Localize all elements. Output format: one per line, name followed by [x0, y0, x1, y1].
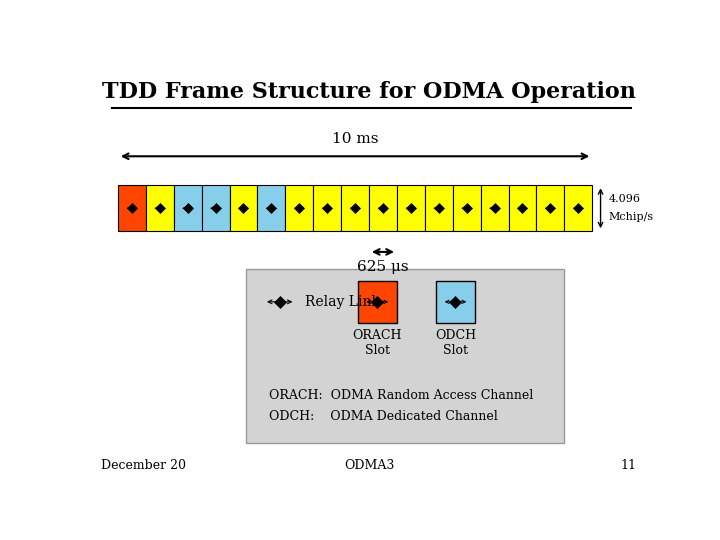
Text: December 20: December 20	[101, 460, 186, 472]
Bar	[285, 185, 313, 231]
Bar	[481, 185, 508, 231]
Text: ORACH:  ODMA Random Access Channel: ORACH: ODMA Random Access Channel	[269, 389, 533, 402]
Text: 625 μs: 625 μs	[357, 260, 409, 274]
Bar	[564, 185, 592, 231]
Bar	[425, 185, 453, 231]
Text: 10 ms: 10 ms	[332, 132, 378, 146]
Bar	[246, 268, 564, 443]
Bar	[536, 185, 564, 231]
Text: ODMA3: ODMA3	[344, 460, 394, 472]
Bar	[202, 185, 230, 231]
Text: 4.096: 4.096	[609, 194, 641, 204]
Bar	[118, 185, 145, 231]
Text: Relay Link: Relay Link	[305, 295, 380, 309]
Bar	[230, 185, 258, 231]
Bar	[341, 185, 369, 231]
Bar	[358, 281, 397, 322]
Text: ODCH:    ODMA Dedicated Channel: ODCH: ODMA Dedicated Channel	[269, 410, 498, 423]
Bar	[453, 185, 481, 231]
Bar	[397, 185, 425, 231]
Text: Mchip/s: Mchip/s	[609, 212, 654, 222]
Text: ORACH
Slot: ORACH Slot	[353, 329, 402, 357]
Bar	[174, 185, 202, 231]
Bar	[508, 185, 536, 231]
Bar	[436, 281, 475, 322]
Bar	[313, 185, 341, 231]
Bar	[258, 185, 285, 231]
Text: ODCH
Slot: ODCH Slot	[435, 329, 476, 357]
Text: TDD Frame Structure for ODMA Operation: TDD Frame Structure for ODMA Operation	[102, 81, 636, 103]
Bar	[145, 185, 174, 231]
Bar	[369, 185, 397, 231]
Text: 11: 11	[621, 460, 637, 472]
